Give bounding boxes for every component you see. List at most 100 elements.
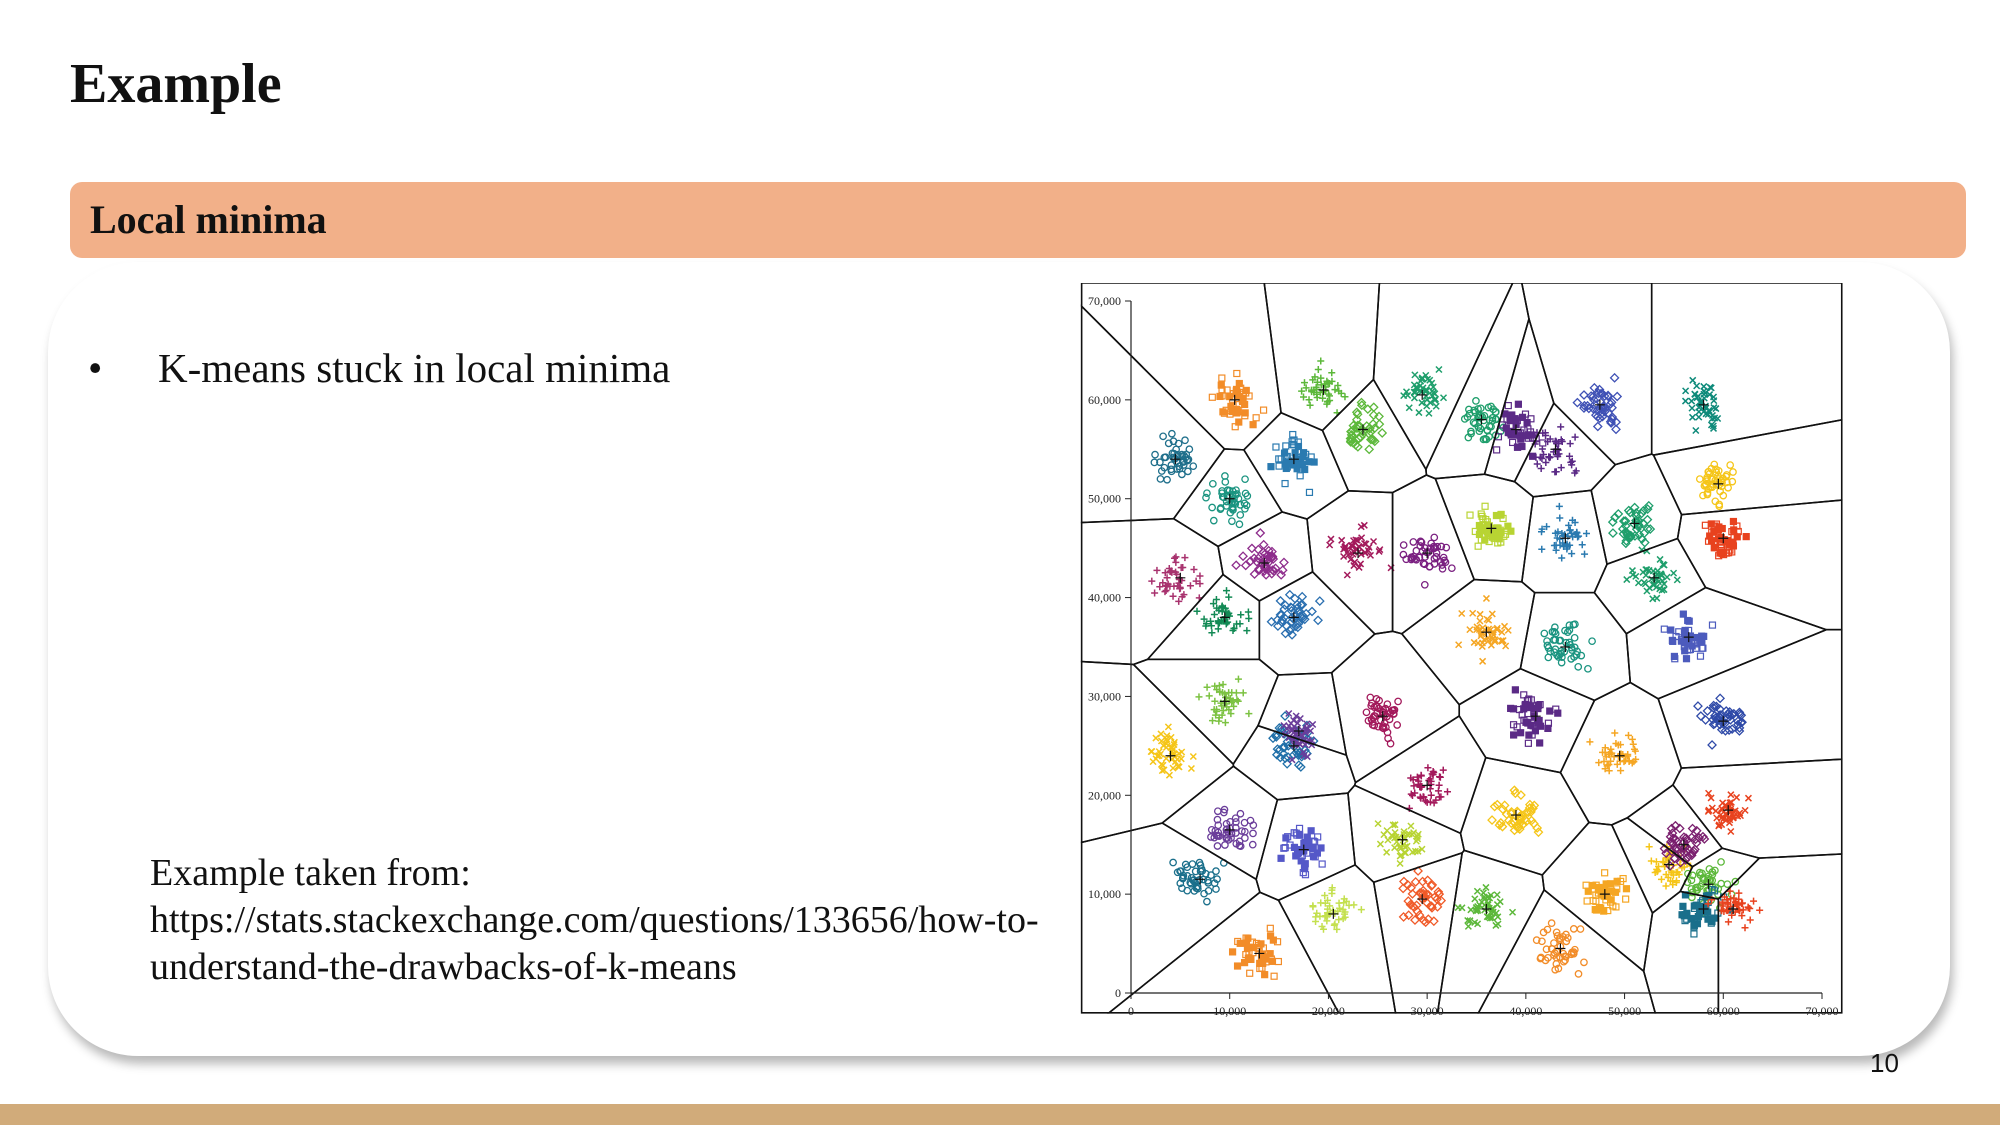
cluster-26-point bbox=[1574, 662, 1583, 671]
cluster-51-point bbox=[1687, 876, 1696, 885]
cluster-26-point bbox=[1571, 620, 1579, 629]
cluster-40-point bbox=[1414, 847, 1422, 855]
cluster-38-point bbox=[1427, 791, 1435, 799]
cluster-33-point bbox=[1605, 750, 1613, 758]
cluster-21-point bbox=[1715, 475, 1723, 483]
cluster-46-point bbox=[1532, 936, 1541, 945]
cluster-32-point bbox=[1536, 701, 1544, 709]
cluster-52-point bbox=[1683, 909, 1691, 917]
cluster-52-point bbox=[1690, 921, 1698, 929]
cluster-18-point bbox=[1552, 546, 1560, 554]
cluster-16-point bbox=[1407, 553, 1416, 562]
cluster-53-point bbox=[1738, 899, 1746, 907]
source-line-3[interactable]: understand-the-drawbacks-of-k-means bbox=[150, 946, 737, 988]
cluster-4-point bbox=[1352, 409, 1363, 420]
cluster-18-point bbox=[1568, 516, 1576, 524]
cluster-6-point bbox=[1464, 433, 1473, 442]
cluster-42-point bbox=[1228, 948, 1237, 956]
cluster-1-point bbox=[1181, 436, 1189, 445]
cluster-27-point bbox=[1688, 642, 1696, 650]
cluster-48-point bbox=[1647, 857, 1655, 865]
cluster-35-point bbox=[1178, 748, 1186, 756]
cluster-14-point bbox=[1279, 557, 1289, 568]
cluster-9-point bbox=[1609, 372, 1620, 383]
cluster-35-point bbox=[1162, 743, 1170, 752]
centroid-25 bbox=[1481, 627, 1492, 638]
cluster-7-point bbox=[1512, 416, 1520, 424]
cluster-33-point bbox=[1586, 738, 1594, 746]
cluster-1-point bbox=[1156, 458, 1164, 467]
cluster-26-point bbox=[1557, 649, 1565, 658]
cluster-45-point bbox=[1454, 904, 1462, 912]
cluster-16-point bbox=[1424, 548, 1433, 556]
cluster-20-point bbox=[1623, 576, 1631, 584]
cluster-20-point bbox=[1634, 579, 1643, 587]
cluster-32-point bbox=[1511, 686, 1519, 694]
y-tick-label: 0 bbox=[1115, 986, 1121, 1000]
cluster-26-point bbox=[1567, 643, 1576, 652]
cluster-41-point bbox=[1194, 877, 1202, 886]
cluster-17-point bbox=[1477, 536, 1485, 544]
source-line-2[interactable]: https://stats.stackexchange.com/question… bbox=[150, 899, 1039, 941]
cluster-40-point bbox=[1391, 821, 1399, 829]
cluster-13-point bbox=[1163, 574, 1171, 582]
cluster-5-point bbox=[1424, 375, 1432, 383]
cluster-29-point bbox=[1295, 762, 1306, 772]
cluster-41-point bbox=[1210, 879, 1219, 888]
cluster-32-point bbox=[1524, 719, 1532, 727]
cluster-3-point bbox=[1334, 382, 1342, 390]
cluster-38-point bbox=[1416, 793, 1424, 801]
cluster-18-point bbox=[1551, 529, 1559, 537]
cluster-41-point bbox=[1203, 897, 1211, 906]
cluster-16-point bbox=[1437, 542, 1446, 551]
cluster-44-point bbox=[1423, 914, 1434, 925]
cluster-13-point bbox=[1190, 566, 1198, 574]
voronoi-cell-26 bbox=[1519, 591, 1632, 702]
cluster-11-point bbox=[1218, 489, 1226, 498]
cluster-5-point bbox=[1431, 395, 1439, 403]
cluster-30-point bbox=[1290, 728, 1298, 736]
cluster-13-point bbox=[1171, 554, 1179, 562]
cluster-44-point bbox=[1427, 902, 1437, 913]
cluster-41-point bbox=[1183, 863, 1192, 872]
cluster-18-point bbox=[1566, 541, 1574, 549]
cluster-18-point bbox=[1581, 550, 1589, 558]
centroid-18 bbox=[1560, 533, 1571, 544]
cluster-15-point bbox=[1361, 548, 1369, 556]
cluster-16-point bbox=[1436, 558, 1445, 566]
cluster-24-point bbox=[1266, 616, 1277, 627]
cluster-18-point bbox=[1556, 514, 1564, 522]
cluster-4-point bbox=[1352, 441, 1363, 452]
cluster-43-point bbox=[1331, 920, 1339, 928]
cluster-16-point bbox=[1416, 542, 1425, 550]
cluster-28-point bbox=[1195, 693, 1203, 701]
cluster-25-point bbox=[1458, 609, 1466, 618]
cluster-36-point bbox=[1213, 807, 1222, 816]
cluster-21-point bbox=[1704, 467, 1713, 476]
cluster-23-point bbox=[1244, 608, 1252, 616]
cluster-23-point bbox=[1223, 587, 1231, 595]
cluster-8-point bbox=[1565, 452, 1573, 460]
cluster-3-point bbox=[1301, 379, 1308, 387]
cluster-41-point bbox=[1189, 876, 1198, 885]
cluster-38-point bbox=[1415, 777, 1423, 785]
cluster-47-point bbox=[1606, 880, 1614, 888]
cluster-27-point bbox=[1699, 644, 1707, 652]
cluster-42-point bbox=[1261, 971, 1269, 979]
cluster-9-point bbox=[1607, 414, 1618, 425]
cluster-1-point bbox=[1157, 467, 1166, 475]
cluster-46-point bbox=[1576, 925, 1585, 933]
cluster-33-point bbox=[1629, 740, 1637, 748]
cluster-33-point bbox=[1625, 758, 1633, 766]
cluster-44-point bbox=[1432, 901, 1443, 912]
cluster-11-point bbox=[1228, 517, 1236, 526]
cluster-49-point bbox=[1669, 853, 1680, 864]
cluster-4-point bbox=[1364, 444, 1375, 455]
cluster-8-point bbox=[1557, 423, 1565, 431]
cluster-40-point bbox=[1383, 848, 1391, 856]
cluster-18-point bbox=[1556, 535, 1564, 543]
cluster-41-point bbox=[1204, 886, 1213, 895]
cluster-10-point bbox=[1712, 405, 1720, 413]
centroid-34 bbox=[1718, 716, 1729, 727]
cluster-45-point bbox=[1473, 887, 1481, 895]
